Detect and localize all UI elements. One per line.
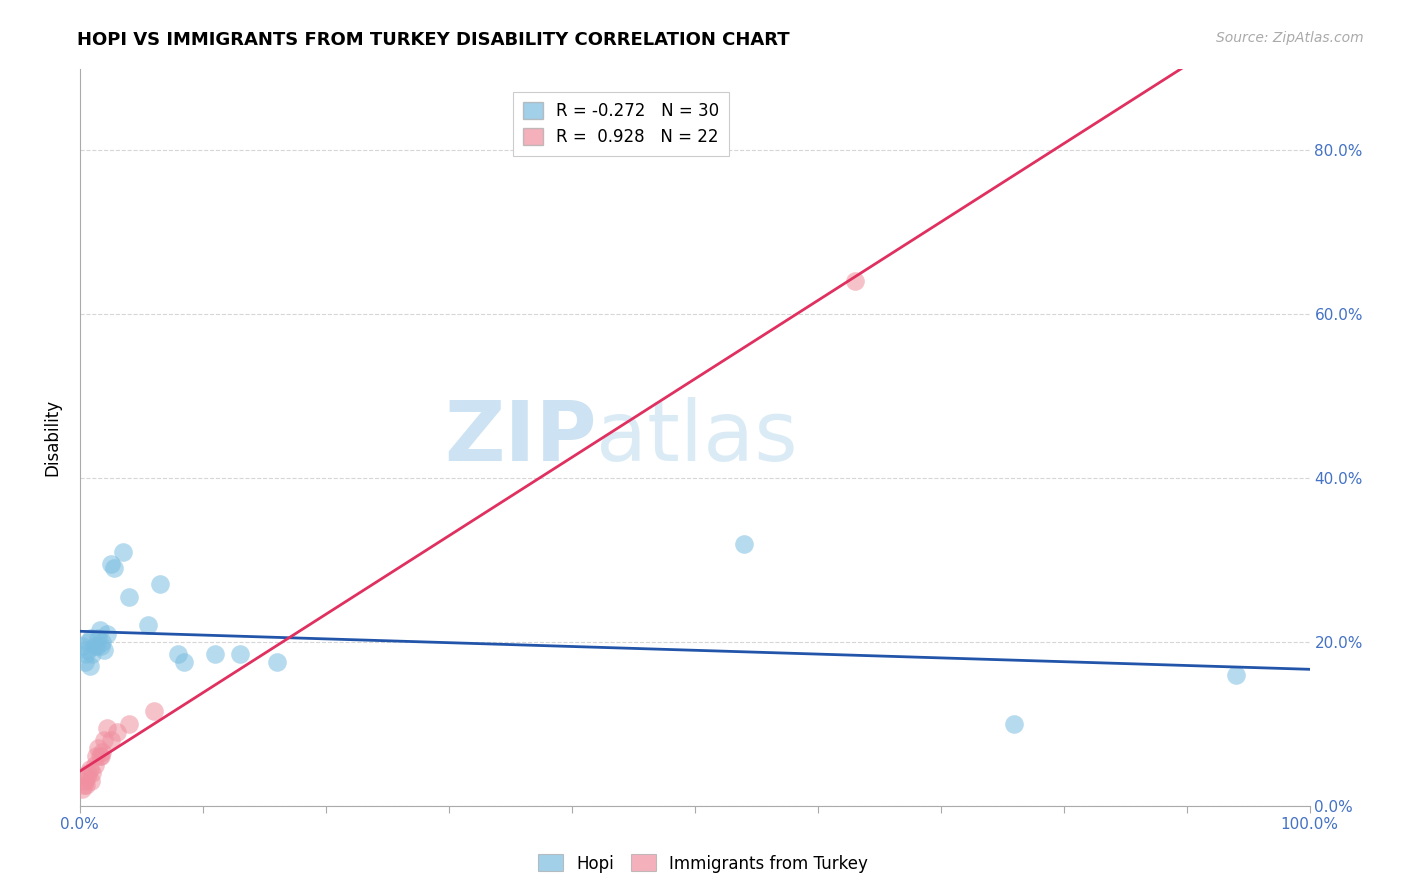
Text: HOPI VS IMMIGRANTS FROM TURKEY DISABILITY CORRELATION CHART: HOPI VS IMMIGRANTS FROM TURKEY DISABILIT… <box>77 31 790 49</box>
Point <box>77 635 100 649</box>
Point <box>91 635 114 649</box>
Point <box>76 643 98 657</box>
Legend: R = -0.272   N = 30, R =  0.928   N = 22: R = -0.272 N = 30, R = 0.928 N = 22 <box>513 92 730 156</box>
Point <box>111 545 134 559</box>
Point <box>100 733 122 747</box>
Point <box>86 639 108 653</box>
Point <box>100 557 122 571</box>
Point <box>75 647 97 661</box>
Point <box>733 536 755 550</box>
Point <box>1225 667 1247 681</box>
Point <box>118 716 141 731</box>
Point <box>79 659 101 673</box>
Point <box>75 778 97 792</box>
Point <box>149 577 172 591</box>
Point <box>103 561 125 575</box>
Point <box>1002 716 1025 731</box>
Y-axis label: Disability: Disability <box>44 399 60 475</box>
Point <box>87 631 110 645</box>
Point <box>73 655 96 669</box>
Point <box>80 774 103 789</box>
Point <box>76 770 98 784</box>
Point <box>84 749 107 764</box>
Point <box>96 626 118 640</box>
Point <box>89 749 111 764</box>
Point <box>83 639 105 653</box>
Point <box>167 647 190 661</box>
Point <box>93 733 115 747</box>
Point <box>72 778 94 792</box>
Point <box>118 590 141 604</box>
Point <box>90 639 112 653</box>
Point <box>72 782 94 797</box>
Legend: Hopi, Immigrants from Turkey: Hopi, Immigrants from Turkey <box>531 847 875 880</box>
Point <box>77 765 100 780</box>
Point <box>73 774 96 789</box>
Point <box>72 639 94 653</box>
Point <box>93 643 115 657</box>
Text: atlas: atlas <box>596 397 799 477</box>
Point <box>87 741 110 756</box>
Point <box>89 623 111 637</box>
Point <box>90 749 112 764</box>
Point <box>204 647 226 661</box>
Point <box>79 762 101 776</box>
Point <box>173 655 195 669</box>
Text: ZIP: ZIP <box>444 397 596 477</box>
Point <box>142 705 165 719</box>
Point <box>229 647 252 661</box>
Point <box>91 745 114 759</box>
Point <box>82 765 104 780</box>
Text: Source: ZipAtlas.com: Source: ZipAtlas.com <box>1216 31 1364 45</box>
Point <box>266 655 288 669</box>
Point <box>83 757 105 772</box>
Point <box>105 725 128 739</box>
Point <box>844 275 866 289</box>
Point <box>136 618 159 632</box>
Point <box>82 647 104 661</box>
Point <box>80 631 103 645</box>
Point <box>96 721 118 735</box>
